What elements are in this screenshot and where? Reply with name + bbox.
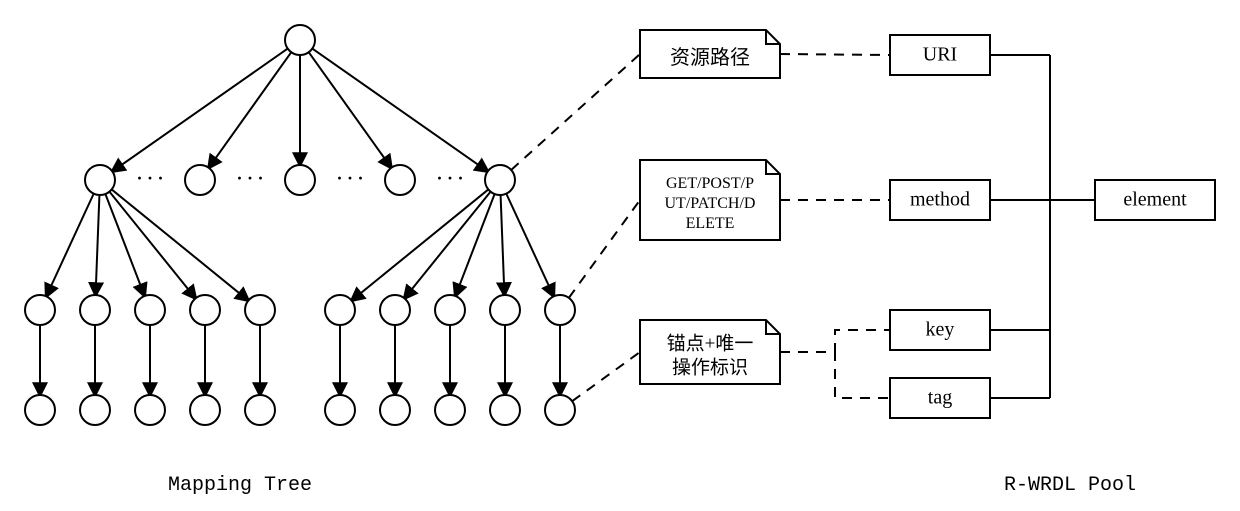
tree-l3-node	[135, 295, 165, 325]
edge-root-l2	[309, 52, 392, 168]
tree-l3-node	[490, 295, 520, 325]
label: key	[926, 319, 955, 341]
tree-l4-node	[490, 395, 520, 425]
tree-l2-node	[385, 165, 415, 195]
tree-l2-node	[185, 165, 215, 195]
dashed-link	[572, 352, 640, 401]
tree-l4-node	[380, 395, 410, 425]
edge-l2-l3	[46, 194, 93, 297]
tree-l4-node	[135, 395, 165, 425]
tree-l4-node	[80, 395, 110, 425]
tree-l3-node	[25, 295, 55, 325]
label: method	[910, 189, 970, 211]
tree-l3-node	[545, 295, 575, 325]
dashed-link	[780, 330, 890, 352]
label: · · ·	[336, 168, 363, 188]
edge-root-l2	[112, 49, 287, 172]
caption-rwrdl-pool: R-WRDL Pool	[1004, 474, 1136, 497]
tree-l4-node	[190, 395, 220, 425]
edge-l2-l3	[455, 194, 494, 296]
tree-l4-node	[325, 395, 355, 425]
label: tag	[928, 387, 952, 409]
edge-l2-l3	[501, 195, 505, 295]
edge-l2-l3	[404, 192, 490, 299]
diagram-canvas: · · · · · · · · · · · · 资源路径 GET/POST/P UT/PAT…	[0, 0, 1240, 511]
caption-mapping-tree: Mapping Tree	[168, 474, 312, 497]
tree-l4-node	[545, 395, 575, 425]
tree-root	[285, 25, 315, 55]
dashed-link	[511, 54, 640, 170]
edge-l2-l3	[105, 194, 144, 296]
tree-l3-node	[190, 295, 220, 325]
edge-l2-l3	[112, 189, 249, 300]
tree-l4-node	[245, 395, 275, 425]
label: 资源路径	[670, 46, 750, 69]
tree-l4-node	[25, 395, 55, 425]
label: · · ·	[436, 168, 463, 188]
edge-l2-l3	[506, 194, 553, 297]
label: · · ·	[236, 168, 263, 188]
edge-root-l2	[209, 52, 292, 168]
tree-l4-node	[435, 395, 465, 425]
label: element	[1123, 189, 1187, 211]
label: 锚点+唯一	[667, 333, 754, 355]
tree-l3-node	[380, 295, 410, 325]
label: URI	[923, 44, 957, 66]
label: UT/PATCH/D	[665, 195, 756, 212]
tree-l2-node	[85, 165, 115, 195]
edge-l2-l3	[352, 189, 489, 300]
tree-l3-node	[80, 295, 110, 325]
label: · · ·	[136, 168, 163, 188]
label: GET/POST/P	[666, 175, 754, 192]
dashed-link	[780, 54, 890, 55]
tree-l3-node	[435, 295, 465, 325]
tree-l2-node	[485, 165, 515, 195]
edge-l2-l3	[96, 195, 100, 295]
dashed-link	[780, 352, 890, 398]
tree-l2-node	[285, 165, 315, 195]
tree-l3-node	[325, 295, 355, 325]
label: 操作标识	[672, 356, 748, 378]
dashed-link	[569, 200, 640, 298]
edge-root-l2	[312, 49, 487, 172]
label: ELETE	[686, 215, 735, 232]
edge-l2-l3	[109, 192, 195, 299]
tree-l3-node	[245, 295, 275, 325]
